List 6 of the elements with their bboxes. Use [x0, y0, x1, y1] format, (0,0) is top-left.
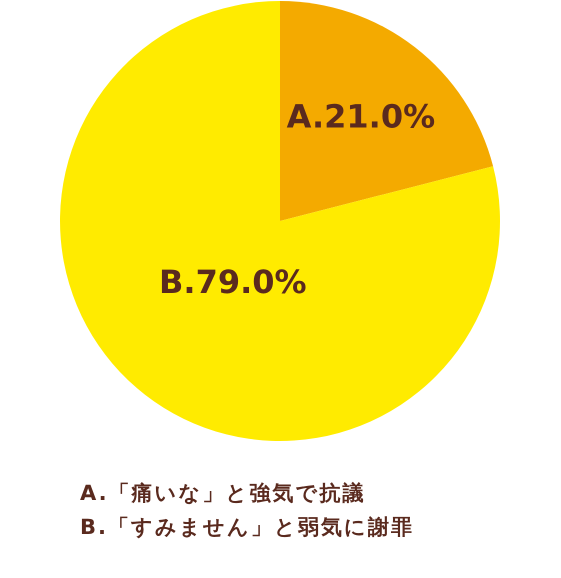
data-label: 21.0%	[324, 98, 436, 136]
text: A.「痛いな」と強気で抗議	[80, 481, 366, 505]
data-label: 79.0%	[196, 262, 307, 301]
slice-label: B.	[159, 262, 196, 301]
text: B.「すみません」と弱気に謝罪	[80, 515, 414, 539]
slice-label: A.	[286, 98, 324, 136]
